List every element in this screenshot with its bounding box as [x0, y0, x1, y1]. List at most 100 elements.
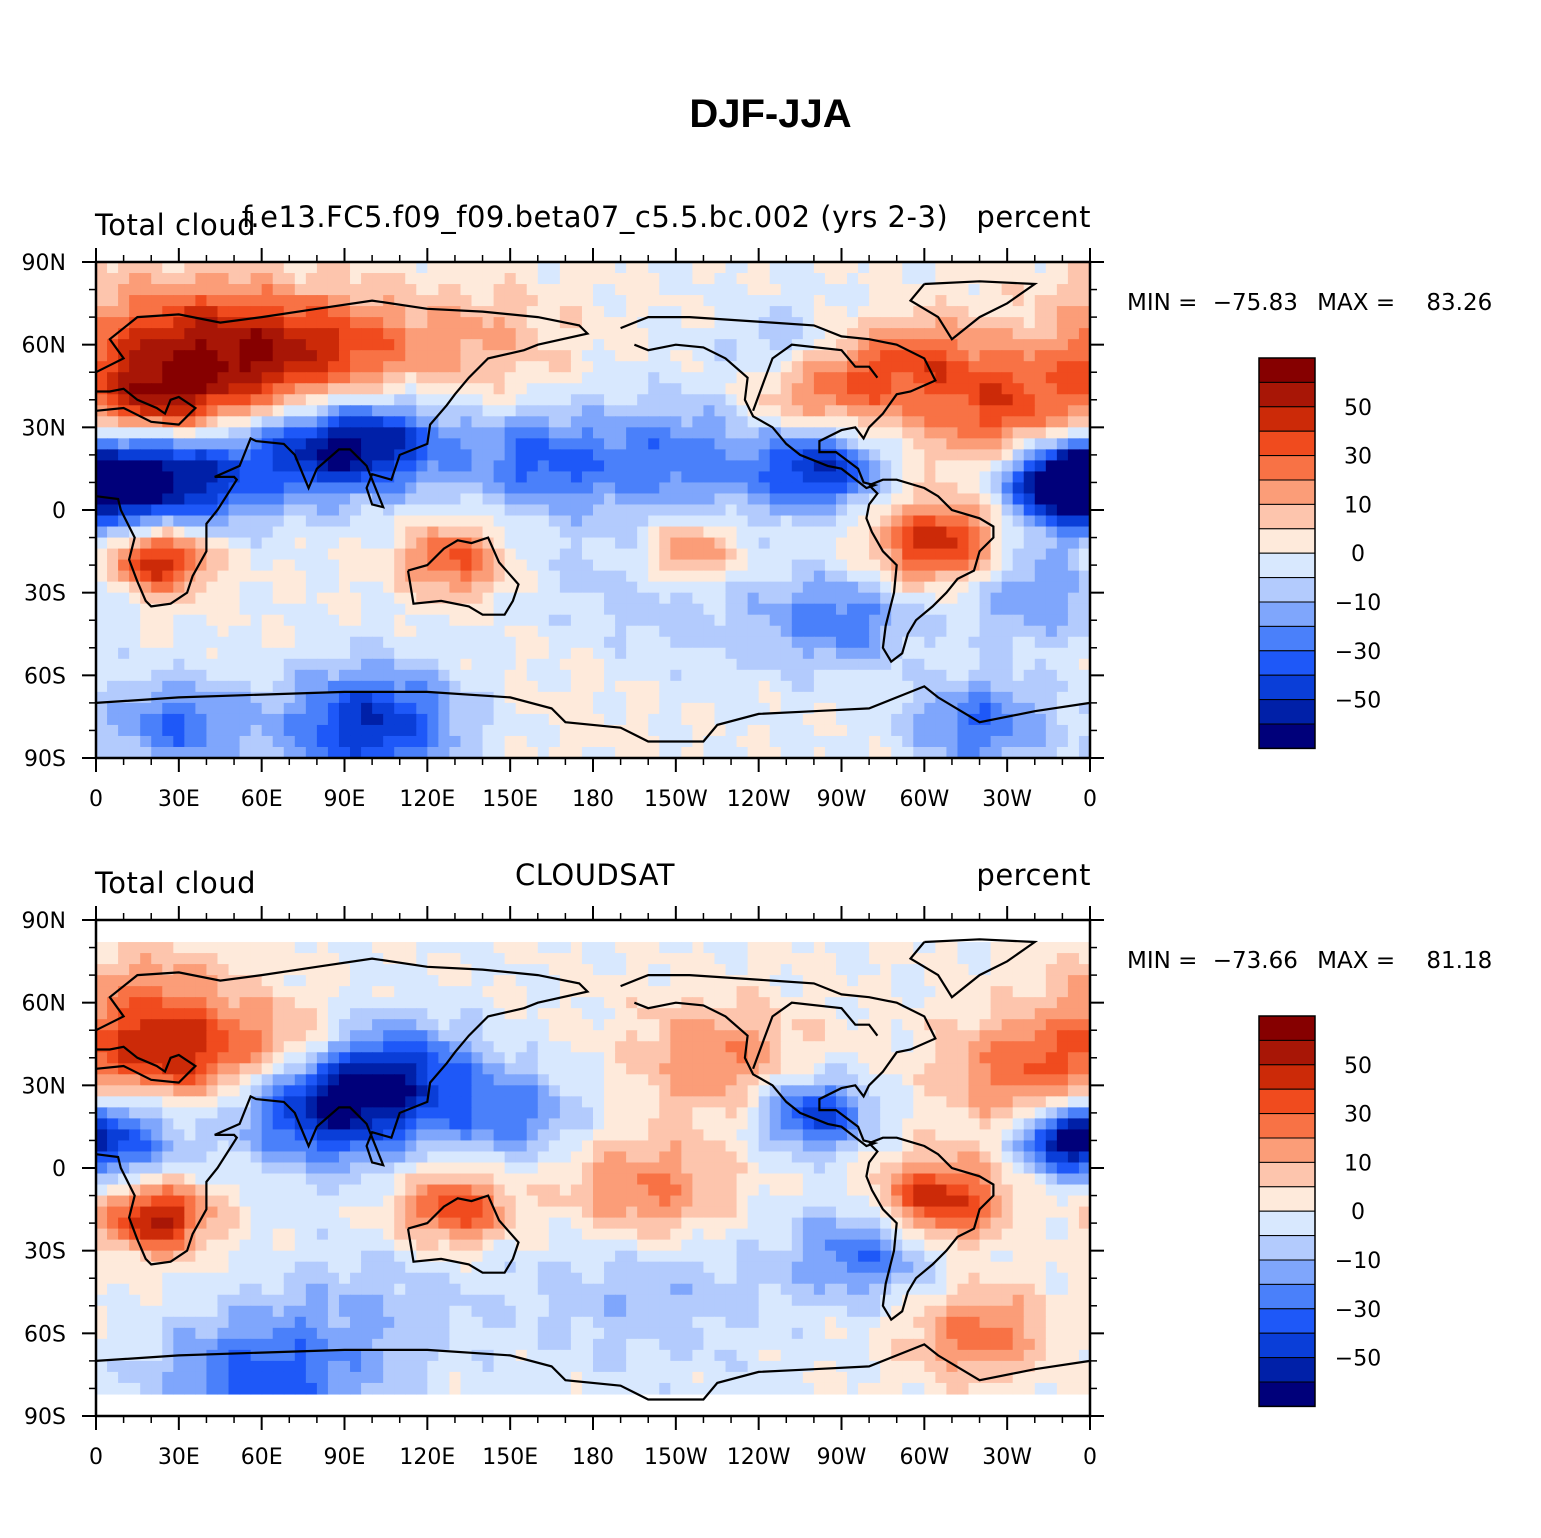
field-cell — [703, 361, 716, 373]
field-cell — [847, 647, 859, 660]
field-cell — [405, 942, 417, 954]
field-cell — [593, 570, 605, 583]
field-cell — [184, 680, 196, 693]
field-cell — [869, 570, 881, 583]
field-cell — [482, 1030, 495, 1042]
field-cell — [129, 372, 141, 384]
field-cell — [537, 328, 550, 340]
field-cell — [107, 284, 119, 296]
field-cell — [703, 383, 716, 395]
field-cell — [1034, 680, 1047, 693]
field-cell — [736, 449, 749, 461]
field-cell — [714, 647, 727, 660]
field-cell — [593, 504, 605, 517]
map-plot: 0 30E 60E 90E 120E 150E 180 150W 120W 90W 60W 30W 09… — [22, 248, 1381, 812]
field-cell — [140, 504, 152, 517]
field-cell — [626, 383, 638, 395]
field-cell — [338, 680, 351, 693]
field-cell — [173, 504, 185, 517]
field-cell — [250, 669, 263, 682]
field-cell — [736, 350, 749, 362]
field-cell — [835, 986, 848, 998]
field-cell — [361, 427, 373, 439]
field-cell — [847, 372, 859, 384]
field-cell — [946, 614, 959, 627]
field-cell — [670, 647, 682, 660]
field-cell — [604, 537, 616, 550]
field-cell — [261, 504, 274, 517]
field-cell — [261, 438, 274, 450]
field-cell — [824, 647, 837, 660]
field-cell — [493, 504, 506, 517]
field-cell — [416, 548, 428, 561]
field-cell — [294, 986, 307, 998]
field-cell — [736, 986, 749, 998]
field-cell — [802, 394, 815, 406]
field-cell — [957, 713, 970, 726]
field-cell — [361, 997, 373, 1009]
field-cell — [736, 438, 749, 450]
field-cell — [228, 328, 241, 340]
field-cell — [615, 449, 627, 461]
field-cell — [184, 669, 196, 682]
field-cell — [438, 273, 451, 285]
colorbar-box — [1258, 503, 1316, 530]
field-cell — [361, 735, 373, 748]
field-cell — [107, 482, 119, 495]
field-cell — [427, 592, 439, 605]
field-cell — [946, 273, 959, 285]
field-cell — [847, 416, 859, 428]
field-cell — [703, 438, 716, 450]
field-cell — [835, 306, 848, 318]
field-cell — [913, 691, 925, 704]
field-cell — [802, 559, 815, 572]
field-cell — [824, 614, 837, 627]
field-cell — [107, 405, 119, 417]
field-cell — [791, 460, 804, 473]
field-cell — [869, 284, 881, 296]
field-cell — [361, 724, 373, 737]
field-cell — [824, 625, 837, 638]
field-cell — [1078, 449, 1091, 461]
field-cell — [239, 449, 252, 461]
field-cell — [1012, 515, 1025, 528]
field-cell — [438, 1019, 451, 1031]
field-cell — [659, 306, 671, 318]
field-cell — [305, 449, 318, 461]
field-cell — [350, 273, 362, 285]
field-cell — [946, 405, 959, 417]
field-cell — [250, 416, 263, 428]
field-cell — [924, 328, 936, 340]
field-cell — [681, 647, 693, 660]
field-cell — [383, 997, 395, 1009]
field-cell — [471, 372, 484, 384]
field-cell — [824, 449, 837, 461]
field-cell — [537, 284, 550, 296]
field-cell — [515, 482, 528, 495]
field-cell — [924, 986, 936, 998]
field-cell — [504, 317, 517, 329]
field-cell — [493, 603, 506, 616]
field-cell — [449, 317, 462, 329]
field-cell — [350, 713, 362, 726]
field-cell — [261, 680, 274, 693]
field-cell — [526, 273, 539, 285]
field-cell — [858, 625, 870, 638]
field-cell — [493, 953, 506, 965]
field-cell — [1023, 482, 1036, 495]
field-cell — [670, 449, 682, 461]
field-cell — [637, 262, 649, 274]
field-cell — [96, 449, 108, 461]
field-cell — [913, 658, 925, 671]
field-cell — [316, 361, 329, 373]
field-cell — [1001, 284, 1014, 296]
field-cell — [184, 570, 196, 583]
field-cell — [515, 975, 528, 987]
field-cell — [979, 383, 992, 395]
field-cell — [858, 658, 870, 671]
field-cell — [140, 581, 152, 594]
field-cell — [769, 405, 782, 417]
field-cell — [195, 504, 208, 517]
field-cell — [979, 394, 992, 406]
field-cell — [559, 581, 572, 594]
